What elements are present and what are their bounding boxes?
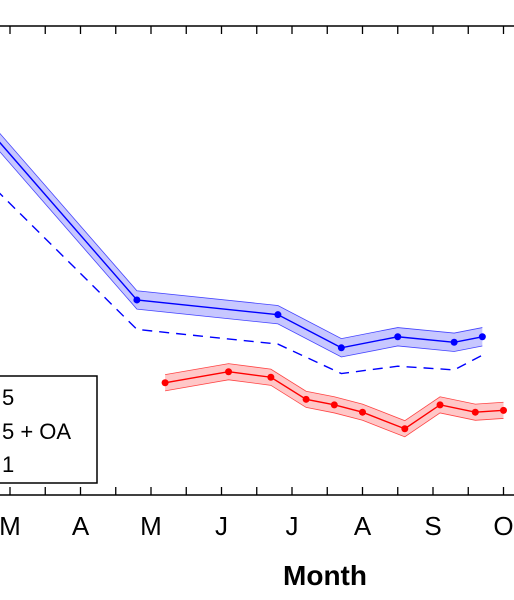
series-0-point-5 (450, 338, 458, 346)
legend-entry-3: 1 (2, 452, 14, 477)
x-tick-label-1: A (72, 511, 90, 541)
x-tick-label-2: M (140, 511, 162, 541)
legend: 5 5 + OA 1 (0, 375, 98, 484)
series-0-point-1 (133, 296, 141, 304)
x-tick-label-5: A (354, 511, 372, 541)
series-0-point-4 (394, 333, 402, 341)
x-axis-title: Month (283, 560, 367, 591)
series-2-point-3 (302, 395, 310, 403)
series-2-point-4 (330, 401, 338, 409)
series-1-line (0, 192, 483, 375)
series-0-band (0, 133, 483, 357)
series-2-point-8 (471, 408, 479, 416)
legend-entry-2: 5 + OA (2, 419, 71, 444)
series-2-point-0 (161, 379, 169, 387)
series-2-band-lower (165, 379, 504, 438)
x-tick-label-7: O (493, 511, 513, 541)
series-0-band-upper (0, 132, 483, 340)
series-2-line (164, 371, 504, 430)
series-2-band-upper (165, 363, 504, 422)
series-2-point-6 (401, 425, 409, 433)
series-0-point-6 (478, 333, 486, 341)
x-tick-label-3: J (215, 511, 228, 541)
series-layer (0, 132, 507, 438)
legend-box (0, 375, 98, 484)
series-2-point-7 (436, 401, 444, 409)
series-2-point-2 (267, 373, 275, 381)
series-2-point-5 (359, 408, 366, 416)
legend-entry-1: 5 (2, 385, 14, 410)
x-tick-label-0: M (0, 511, 21, 541)
series-2-point-1 (225, 368, 233, 376)
series-0-band-lower (0, 151, 483, 358)
series-0-point-2 (274, 311, 282, 319)
series-0-point-3 (337, 344, 345, 352)
x-tick-label-4: J (286, 511, 299, 541)
x-tick-label-6: S (424, 511, 441, 541)
series-2-point-9 (500, 406, 507, 414)
